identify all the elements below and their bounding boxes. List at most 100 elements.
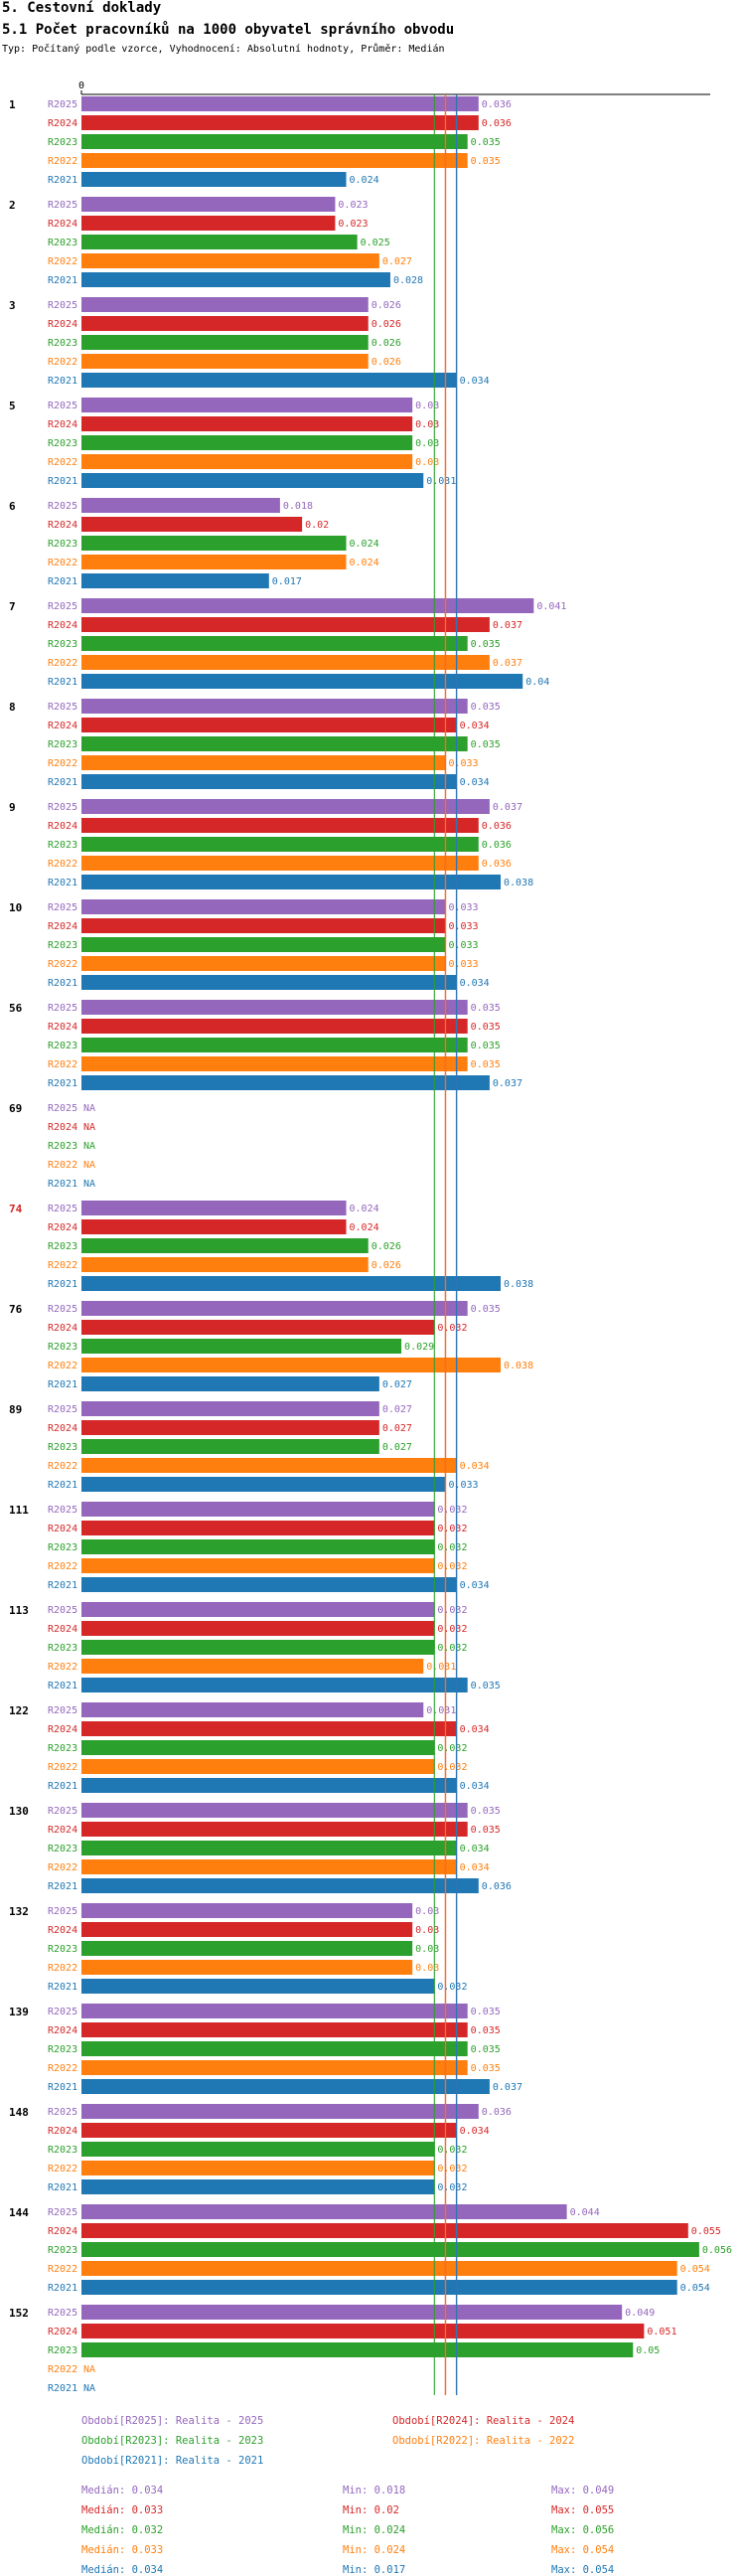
bar [81,1358,501,1372]
data-label: 0.035 [471,1022,501,1033]
bar [81,818,479,833]
series-label: R2024 [48,2025,77,2036]
data-label: 0.037 [493,620,522,631]
bar [81,1056,468,1071]
data-label: 0.044 [570,2207,600,2218]
series-label: R2025 [48,1906,77,1917]
series-label: R2022 [48,2164,77,2174]
data-label: 0.032 [437,1323,467,1334]
data-label: 0.032 [437,1624,467,1635]
data-label: 0.035 [471,739,501,750]
data-label: 0.018 [283,501,313,512]
bar [81,1979,435,1994]
bar [81,1841,457,1855]
bar [81,1439,379,1454]
series-label: R2025 [48,1505,77,1516]
data-label: 0.035 [471,1681,501,1691]
series-label: R2023 [48,1944,77,1955]
bar [81,1301,468,1316]
series-label: R2025 [48,2107,77,2118]
data-label: 0.037 [493,802,522,813]
data-label: 0.035 [471,639,501,650]
data-label: 0.055 [691,2226,721,2237]
bar [81,134,468,149]
series-label: R2025 [48,802,77,813]
data-label: 0.036 [482,99,512,110]
series-label: R2021 [48,777,77,788]
series-label: R2021 [48,1379,77,1390]
series-label: R2024 [48,2126,77,2137]
series-label: R2023 [48,1442,77,1453]
data-label: 0.031 [426,476,456,487]
series-label: R2022 [48,558,77,568]
bar [81,2079,490,2094]
bar [81,354,369,369]
bar [81,1678,468,1692]
data-label: 0.032 [437,1743,467,1754]
series-label: R2022 [48,1260,77,1271]
series-label: R2023 [48,1241,77,1252]
data-label: 0.024 [350,175,379,186]
series-label: R2021 [48,2283,77,2294]
bar [81,975,457,990]
category-label: 74 [9,1203,23,1215]
series-label: R2022 [48,2364,77,2375]
data-label: 0.036 [482,118,512,129]
bar [81,2242,699,2257]
series-label: R2024 [48,219,77,230]
data-label: 0.032 [437,1762,467,1773]
series-label: R2025 [48,902,77,913]
data-label: 0.034 [460,1461,490,1472]
series-label: R2023 [48,840,77,851]
bar [81,1803,468,1818]
series-label: R2025 [48,1204,77,1214]
bar [81,1640,435,1655]
series-label: R2023 [48,2044,77,2055]
stat-min: Min: 0.024 [343,2544,406,2556]
bar [81,617,490,632]
series-label: R2024 [48,921,77,932]
series-label: R2021 [48,2082,77,2093]
series-label: R2024 [48,1724,77,1735]
bar [81,2060,468,2075]
data-label: 0.033 [448,959,478,970]
category-label: 2 [9,199,16,212]
data-label: 0.026 [372,357,401,368]
data-label: 0.024 [350,1204,379,1214]
series-label: R2022 [48,457,77,468]
data-label: 0.033 [448,940,478,951]
data-label: 0.04 [525,677,549,688]
bar [81,197,336,212]
data-label: 0.033 [448,921,478,932]
data-label: 0.034 [460,376,490,387]
bar [81,1339,402,1354]
series-label: R2025 [48,1705,77,1716]
stat-min: Min: 0.02 [343,2504,399,2516]
data-label: 0.032 [437,2164,467,2174]
series-label: R2024 [48,1323,77,1334]
data-label: 0.038 [504,1279,533,1290]
bar [81,573,269,588]
category-label: 148 [9,2106,29,2119]
series-label: R2022 [48,256,77,267]
bar [81,1539,435,1554]
bar [81,1621,435,1636]
stat-median: Medián: 0.034 [81,2485,164,2496]
stat-median: Medián: 0.034 [81,2564,164,2576]
series-label: R2024 [48,520,77,531]
data-label: 0.035 [471,1041,501,1051]
data-label: 0.05 [636,2345,660,2356]
bar [81,1320,435,1335]
data-label: 0.031 [426,1705,456,1716]
bar [81,373,457,388]
legend-item: Období[R2022]: Realita - 2022 [392,2435,575,2447]
data-label: 0.034 [460,1580,490,1591]
data-label: 0.033 [448,758,478,769]
category-label: 1 [9,98,16,111]
data-label: 0.034 [460,1844,490,1854]
bar [81,636,468,651]
series-label: R2025 [48,300,77,311]
series-label: R2024 [48,2226,77,2237]
series-label: R2025 [48,2308,77,2319]
series-label: R2022 [48,1862,77,1873]
